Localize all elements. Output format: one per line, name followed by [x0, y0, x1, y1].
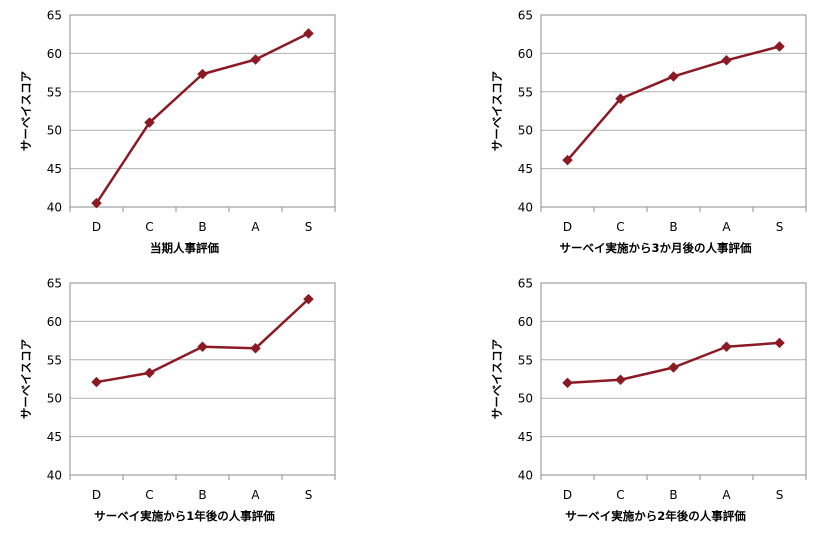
- x-tick-label-C: C: [616, 220, 624, 234]
- y-tick-label-50: 50: [518, 124, 533, 138]
- chart-current: 40 45 50 55 60 65 D C B A S 当期人事評価 サーベイスコア: [19, 9, 336, 255]
- data-point-C: [144, 117, 155, 128]
- y-axis-title: サーベイスコア: [19, 338, 33, 419]
- y-tick-label-40: 40: [518, 201, 533, 215]
- y-axis-title: サーベイスコア: [490, 70, 504, 151]
- x-axis-title: サーベイ実施から3か月後の人事評価: [560, 241, 752, 255]
- y-tick-label-55: 55: [518, 85, 533, 99]
- y-axis-title: サーベイスコア: [19, 70, 33, 151]
- x-tick-label-B: B: [669, 488, 677, 502]
- x-tick-label-A: A: [251, 488, 260, 502]
- plot-frame: [69, 282, 336, 476]
- y-tick-label-65: 65: [47, 277, 62, 291]
- x-axis-title: 当期人事評価: [150, 241, 219, 255]
- y-tick-label-65: 65: [518, 9, 533, 23]
- x-tick-label-C: C: [145, 220, 153, 234]
- y-tick-label-45: 45: [518, 430, 533, 444]
- plot-frame: [69, 14, 336, 208]
- x-tick-label-C: C: [145, 488, 153, 502]
- data-point-S: [774, 337, 785, 349]
- y-tick-label-40: 40: [47, 469, 62, 483]
- chart-2-years: 40 45 50 55 60 65 D C B A S サーベイ実施から2年後の人事評価 サーベイスコア: [490, 277, 807, 523]
- data-point-A: [721, 341, 732, 353]
- data-point-S: [774, 41, 785, 52]
- y-tick-label-60: 60: [518, 47, 533, 61]
- y-axis-title: サーベイスコア: [490, 338, 504, 419]
- x-tick-label-S: S: [305, 220, 313, 234]
- y-tick-label-40: 40: [518, 469, 533, 483]
- x-tick-label-A: A: [722, 488, 731, 502]
- y-tick-label-55: 55: [518, 353, 533, 367]
- x-tick-label-S: S: [776, 220, 784, 234]
- x-tick-label-C: C: [616, 488, 624, 502]
- plot-frame: [540, 14, 807, 208]
- data-point-A: [250, 342, 261, 354]
- y-tick-label-55: 55: [47, 353, 62, 367]
- data-point-D: [91, 197, 102, 209]
- y-tick-label-55: 55: [47, 85, 62, 99]
- data-point-B: [668, 362, 679, 373]
- data-point-B: [197, 68, 208, 80]
- y-tick-label-50: 50: [47, 124, 62, 138]
- chart-1-year: 40 45 50 55 60 65 D C B A S サーベイ実施から1年後の人事評価 サーベイスコア: [19, 277, 336, 523]
- x-tick-label-D: D: [92, 488, 101, 502]
- x-axis-title: サーベイ実施から1年後の人事評価: [94, 509, 275, 523]
- x-tick-label-S: S: [776, 488, 784, 502]
- y-tick-label-60: 60: [47, 315, 62, 329]
- x-tick-label-B: B: [198, 220, 206, 234]
- y-tick-label-60: 60: [518, 315, 533, 329]
- x-axis-title: サーベイ実施から2年後の人事評価: [565, 509, 746, 523]
- y-tick-label-45: 45: [518, 162, 533, 176]
- y-tick-label-60: 60: [47, 47, 62, 61]
- x-tick-label-A: A: [722, 220, 731, 234]
- y-tick-label-45: 45: [47, 430, 62, 444]
- plot-frame: [540, 282, 807, 476]
- data-point-D: [562, 154, 573, 166]
- data-point-B: [668, 71, 679, 82]
- x-tick-label-B: B: [198, 488, 206, 502]
- x-tick-label-D: D: [563, 220, 572, 234]
- x-tick-label-S: S: [305, 488, 313, 502]
- data-point-B: [197, 341, 208, 353]
- data-point-S: [303, 28, 314, 39]
- data-point-A: [250, 54, 261, 65]
- data-point-C: [144, 367, 155, 379]
- y-tick-label-65: 65: [47, 9, 62, 23]
- data-point-C: [615, 93, 626, 105]
- data-point-D: [91, 376, 102, 388]
- series-line: [96, 298, 310, 384]
- x-tick-label-D: D: [92, 220, 101, 234]
- data-point-A: [721, 54, 732, 66]
- series-line: [95, 32, 310, 204]
- series-line: [566, 45, 780, 161]
- x-tick-label-A: A: [251, 220, 260, 234]
- y-tick-label-50: 50: [47, 392, 62, 406]
- data-point-D: [562, 377, 573, 389]
- y-tick-label-45: 45: [47, 162, 62, 176]
- x-tick-label-D: D: [563, 488, 572, 502]
- y-tick-label-40: 40: [47, 201, 62, 215]
- data-point-S: [303, 293, 314, 305]
- x-tick-label-B: B: [669, 220, 677, 234]
- y-tick-label-65: 65: [518, 277, 533, 291]
- y-tick-label-50: 50: [518, 392, 533, 406]
- data-point-C: [615, 374, 626, 386]
- chart-3-months: 40 45 50 55 60 65 D C B A S サーベイ実施から3か月後の人事評価 サーベイスコ…: [490, 9, 807, 255]
